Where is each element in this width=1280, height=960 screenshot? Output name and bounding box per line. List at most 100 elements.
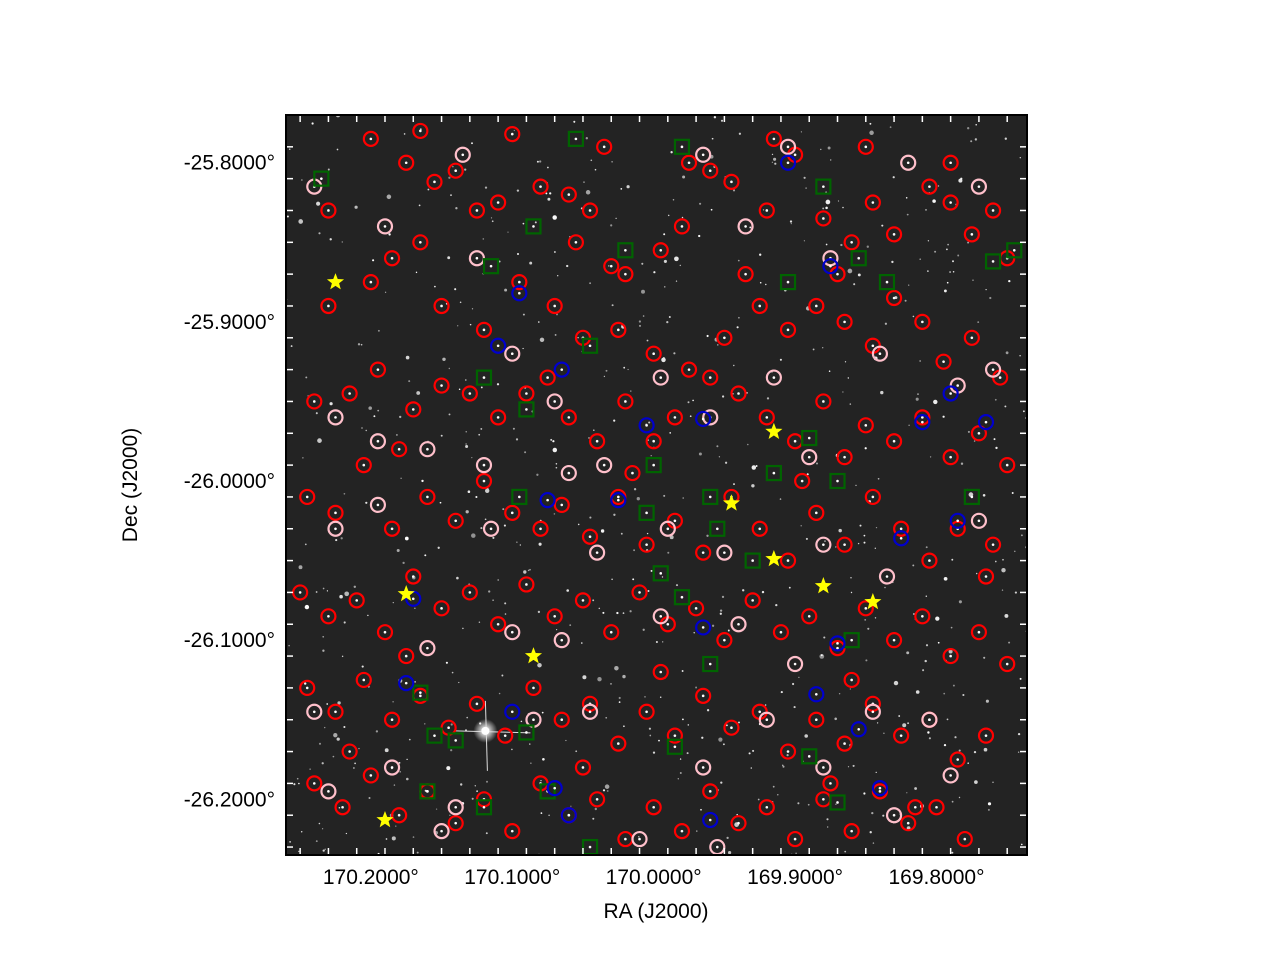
source-dot <box>701 153 705 157</box>
yellow-star-marker <box>376 810 394 828</box>
source-dot <box>1005 463 1009 467</box>
background-star <box>863 534 866 537</box>
background-star <box>484 518 487 521</box>
source-dot <box>645 511 648 515</box>
background-star <box>937 185 940 187</box>
background-star <box>733 483 735 486</box>
source-dot <box>475 256 479 260</box>
background-star <box>644 696 646 698</box>
green-square-marker <box>475 799 493 816</box>
red-circle-marker <box>963 329 980 346</box>
background-star <box>326 703 329 705</box>
source-dot <box>327 209 330 212</box>
red-circle-marker <box>815 210 832 227</box>
green-square-marker <box>963 488 980 506</box>
background-star <box>653 271 656 274</box>
background-star <box>498 692 501 695</box>
source-dot <box>843 320 846 324</box>
plot-frame <box>285 114 1028 856</box>
background-star <box>552 215 557 220</box>
background-star <box>448 176 451 179</box>
source-dot <box>765 416 769 419</box>
x-tick-label: 170.1000° <box>464 866 560 889</box>
background-star <box>641 289 645 294</box>
red-circle-marker <box>801 608 818 625</box>
source-dot <box>765 805 769 809</box>
red-circle-marker <box>716 329 733 346</box>
green-square-marker <box>567 130 584 147</box>
source-dot <box>433 734 436 737</box>
background-star <box>1004 405 1007 408</box>
background-star <box>293 783 296 786</box>
background-star <box>849 403 852 405</box>
source-dot <box>687 161 691 165</box>
background-star <box>721 595 725 599</box>
background-star <box>606 790 609 792</box>
red-circle-marker <box>900 815 917 832</box>
source-dot <box>334 710 337 714</box>
source-dot <box>461 153 465 157</box>
source-dot <box>327 614 330 618</box>
pink-circle-marker <box>589 544 606 561</box>
background-star <box>451 671 454 674</box>
background-star <box>812 348 815 351</box>
background-star <box>975 572 978 575</box>
background-star <box>458 388 461 391</box>
red-circle-marker <box>836 536 853 553</box>
background-star <box>771 153 774 156</box>
red-circle-marker <box>638 536 655 553</box>
red-circle-marker <box>490 616 507 633</box>
red-circle-marker <box>468 202 486 219</box>
source-dot <box>892 638 896 642</box>
red-circle-marker <box>412 234 429 251</box>
background-star <box>677 778 679 780</box>
pink-circle-marker <box>758 711 775 728</box>
yellow-star-marker <box>765 550 783 567</box>
background-star <box>324 726 326 729</box>
source-dot <box>518 280 521 284</box>
background-star <box>392 601 394 604</box>
source-dot <box>581 766 585 769</box>
green-square-marker <box>581 337 599 354</box>
background-star <box>317 438 322 443</box>
source-dot <box>609 630 613 634</box>
background-star <box>987 802 992 806</box>
background-star <box>738 132 742 135</box>
background-star <box>512 427 515 430</box>
source-dot <box>772 376 776 379</box>
source-dot <box>376 503 380 507</box>
pink-circle-marker <box>369 433 387 450</box>
pink-circle-marker <box>652 369 669 386</box>
pink-circle-marker <box>419 441 436 458</box>
source-dot <box>843 455 846 459</box>
background-star <box>652 751 656 754</box>
background-star <box>343 725 346 729</box>
green-square-marker <box>779 273 797 291</box>
red-circle-marker <box>843 671 860 689</box>
source-dot <box>327 790 330 793</box>
background-star <box>603 375 606 378</box>
red-circle-marker <box>320 297 337 315</box>
source-dot <box>652 439 655 443</box>
background-star <box>1004 613 1009 618</box>
source-dot <box>984 420 988 424</box>
background-star <box>464 379 467 381</box>
background-star <box>343 492 346 495</box>
background-star <box>590 159 593 162</box>
background-star <box>333 733 338 738</box>
red-circle-marker <box>532 178 549 195</box>
background-star <box>863 792 866 795</box>
background-star <box>452 165 454 168</box>
red-circle-marker <box>306 775 323 792</box>
background-star <box>933 399 938 405</box>
background-star <box>332 755 335 758</box>
source-dot <box>440 304 443 308</box>
red-circle-marker <box>341 385 358 402</box>
background-star <box>324 848 326 850</box>
background-star <box>925 595 928 597</box>
background-star <box>630 390 632 392</box>
background-star <box>395 433 398 436</box>
background-star <box>298 565 303 570</box>
source-dot <box>553 304 556 308</box>
background-star <box>375 730 379 733</box>
